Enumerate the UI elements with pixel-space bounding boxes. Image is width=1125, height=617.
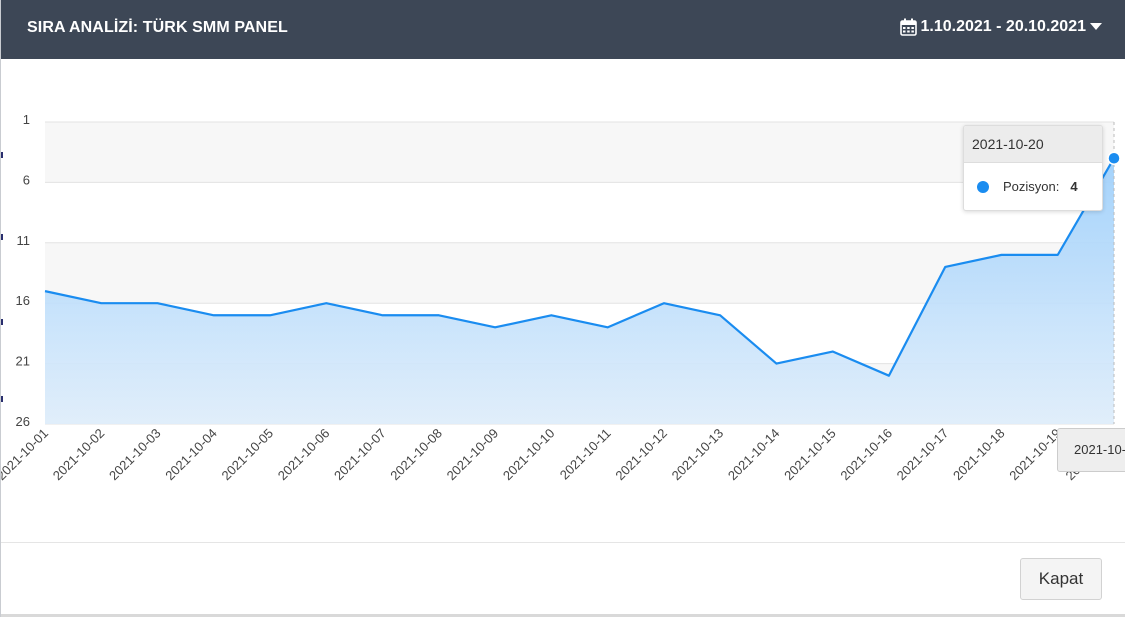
data-point	[831, 350, 835, 354]
rank-chart-svg: 16111621262021-10-012021-10-022021-10-03…	[1, 112, 1121, 484]
close-button[interactable]: Kapat	[1020, 558, 1102, 600]
x-tick-label: 2021-10-09	[444, 426, 502, 484]
edge-marker	[1, 319, 3, 325]
x-tick-label: 2021-10-18	[950, 426, 1008, 484]
tooltip-value: 4	[1070, 179, 1078, 194]
data-point	[999, 253, 1003, 257]
modal-header: SIRA ANALİZİ: TÜRK SMM PANEL 1.10.2021 -…	[1, 0, 1125, 59]
data-point	[887, 374, 891, 378]
x-tick-label: 2021-10-19	[1006, 426, 1064, 484]
x-tick-label: 2021-10-06	[275, 426, 333, 484]
x-tick-label: 2021-10-08	[387, 426, 445, 484]
y-tick-label: 6	[23, 172, 30, 187]
x-tick-label: 2021-10-01	[1, 426, 51, 484]
series-marker-icon	[977, 180, 989, 193]
x-tick-label: 2021-10-04	[162, 426, 220, 484]
x-tick-label: 2021-10-02	[50, 426, 108, 484]
modal-title: SIRA ANALİZİ: TÜRK SMM PANEL	[27, 19, 288, 36]
caret-down-icon	[1090, 23, 1102, 31]
data-point	[774, 362, 778, 366]
x-tick-label: 2021-10-05	[219, 426, 277, 484]
data-point	[268, 313, 272, 317]
x-tick-label: 2021-10-07	[331, 426, 389, 484]
data-point	[718, 313, 722, 317]
data-point	[437, 313, 441, 317]
x-tick-label: 2021-10-11	[557, 426, 614, 483]
data-point	[606, 325, 610, 329]
x-tick-label: 2021-10-17	[894, 426, 952, 484]
y-tick-label: 16	[16, 293, 30, 308]
x-tick-label: 2021-10-16	[837, 426, 895, 484]
x-tick-label: 2021-10-10	[500, 426, 558, 484]
crosshair-x-label: 2021-10-20	[1057, 428, 1125, 472]
data-point	[493, 325, 497, 329]
y-tick-label: 21	[16, 354, 30, 369]
calendar-icon	[899, 18, 917, 36]
data-point	[1056, 253, 1060, 257]
edge-marker	[1, 396, 3, 402]
data-point	[662, 301, 666, 305]
data-point	[381, 313, 385, 317]
tooltip-date: 2021-10-20	[964, 126, 1102, 163]
modal-bottom-edge	[1, 614, 1125, 617]
data-point	[324, 301, 328, 305]
y-tick-label: 1	[23, 112, 30, 127]
data-point	[549, 313, 553, 317]
x-tick-label: 2021-10-12	[612, 426, 670, 484]
data-point	[212, 313, 216, 317]
date-range-picker[interactable]: 1.10.2021 - 20.10.2021	[899, 18, 1102, 36]
edge-marker	[1, 152, 3, 158]
y-tick-label: 11	[17, 233, 31, 248]
chart-tooltip: 2021-10-20 Pozisyon: 4	[963, 125, 1103, 211]
edge-marker	[1, 234, 3, 240]
x-tick-label: 2021-10-15	[781, 426, 839, 484]
series-line	[44, 157, 1115, 377]
x-tick-label: 2021-10-13	[669, 426, 727, 484]
data-point	[43, 289, 47, 293]
plot-band	[45, 122, 1114, 183]
x-tick-label: 2021-10-14	[725, 426, 783, 484]
data-point	[99, 301, 103, 305]
data-point	[1107, 151, 1121, 165]
rank-chart: 1 6 11 16 21 26 2021-10-01 2021-10-02 2021-10-03…	[1, 59, 1125, 542]
footer-divider	[1, 542, 1125, 543]
date-range-text: 1.10.2021 - 20.10.2021	[920, 18, 1086, 35]
y-tick-label: 26	[16, 414, 30, 429]
data-point	[156, 301, 160, 305]
tooltip-label: Pozisyon:	[1003, 179, 1060, 194]
data-point	[943, 265, 947, 269]
x-tick-label: 2021-10-03	[106, 426, 164, 484]
